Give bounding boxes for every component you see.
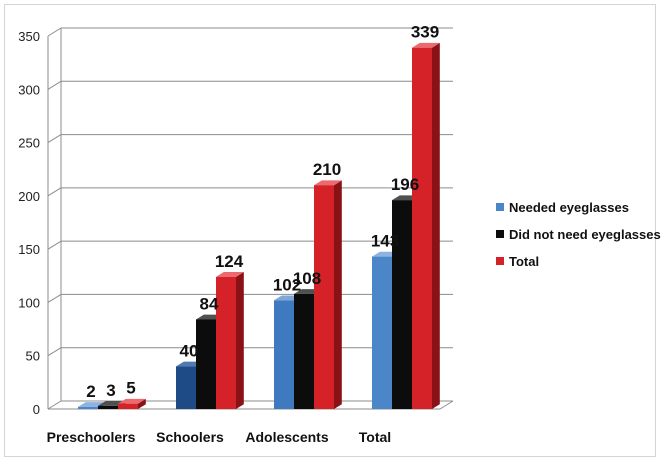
y-tick-label: 50 (26, 349, 40, 364)
legend-swatch (496, 230, 504, 238)
data-label: 143 (371, 232, 399, 251)
bar-side (236, 272, 244, 409)
gridline-diagonal (47, 187, 62, 197)
bar-front (176, 366, 196, 409)
bar-front (78, 406, 98, 409)
gridline-diagonal (47, 400, 62, 410)
bar-top (216, 272, 244, 277)
data-label: 84 (200, 294, 219, 313)
bar-top (118, 398, 146, 404)
gridline-diagonal (47, 134, 62, 143)
gridline-diagonal (47, 294, 62, 303)
data-label: 124 (215, 252, 244, 271)
y-tick-label: 200 (18, 189, 40, 204)
legend-swatch (496, 203, 504, 211)
bar-front (392, 200, 412, 409)
legend-item: Needed eyeglasses (496, 200, 629, 215)
bar-top (412, 42, 440, 48)
data-label: 40 (180, 341, 199, 360)
data-label: 339 (411, 23, 439, 42)
x-tick-label: Adolescents (245, 429, 328, 445)
y-tick-label: 0 (33, 402, 40, 417)
bars (78, 42, 440, 410)
axes: 0 50 100 150 200 250 300 350 Preschoolers Schoole… (18, 28, 454, 445)
gridline-diagonal (47, 80, 62, 90)
y-tick-label: 300 (18, 82, 40, 97)
bar-2-2 (314, 180, 342, 409)
legend-item: Did not need eyeglasses (496, 227, 661, 242)
y-tick-label: 100 (18, 295, 40, 310)
bar-front (118, 403, 138, 409)
legend: Needed eyeglasses Did not need eyeglasses… (496, 200, 661, 269)
data-label: 102 (273, 275, 301, 294)
data-label: 196 (391, 175, 419, 194)
bar-1-2 (216, 272, 244, 409)
bar-front (372, 256, 392, 409)
bar-side (138, 398, 146, 409)
bar-front (98, 405, 118, 409)
bar-front (294, 293, 314, 409)
y-tick-label: 350 (18, 29, 40, 44)
bar-front (314, 185, 334, 409)
legend-item: Total (496, 254, 539, 269)
data-label: 210 (313, 160, 341, 179)
data-label: 108 (293, 269, 321, 288)
x-tick-label: Preschoolers (47, 429, 136, 445)
bar-front (274, 300, 294, 409)
data-label: 2 (86, 382, 95, 401)
bar-front (412, 47, 432, 409)
gridline-diagonal (47, 27, 62, 37)
bar-front (216, 276, 236, 409)
bar-front (196, 319, 216, 409)
x-tick-label: Schoolers (156, 429, 224, 445)
legend-label: Needed eyeglasses (509, 200, 629, 215)
bar-side (432, 42, 440, 410)
floor-edge (439, 400, 454, 410)
legend-swatch (496, 257, 504, 265)
data-label: 3 (106, 381, 115, 400)
legend-label: Did not need eyeglasses (509, 227, 661, 242)
bar-3-2 (412, 42, 440, 410)
bar-side (334, 180, 342, 409)
y-tick-label: 150 (18, 242, 40, 257)
bar-0-2 (118, 398, 146, 409)
legend-label: Total (509, 254, 539, 269)
gridline-diagonal (47, 240, 62, 250)
data-label: 5 (126, 379, 135, 398)
gridline-diagonal (47, 347, 62, 357)
x-tick-label: Total (359, 429, 391, 445)
bar-top (314, 180, 342, 186)
y-tick-label: 250 (18, 136, 40, 151)
